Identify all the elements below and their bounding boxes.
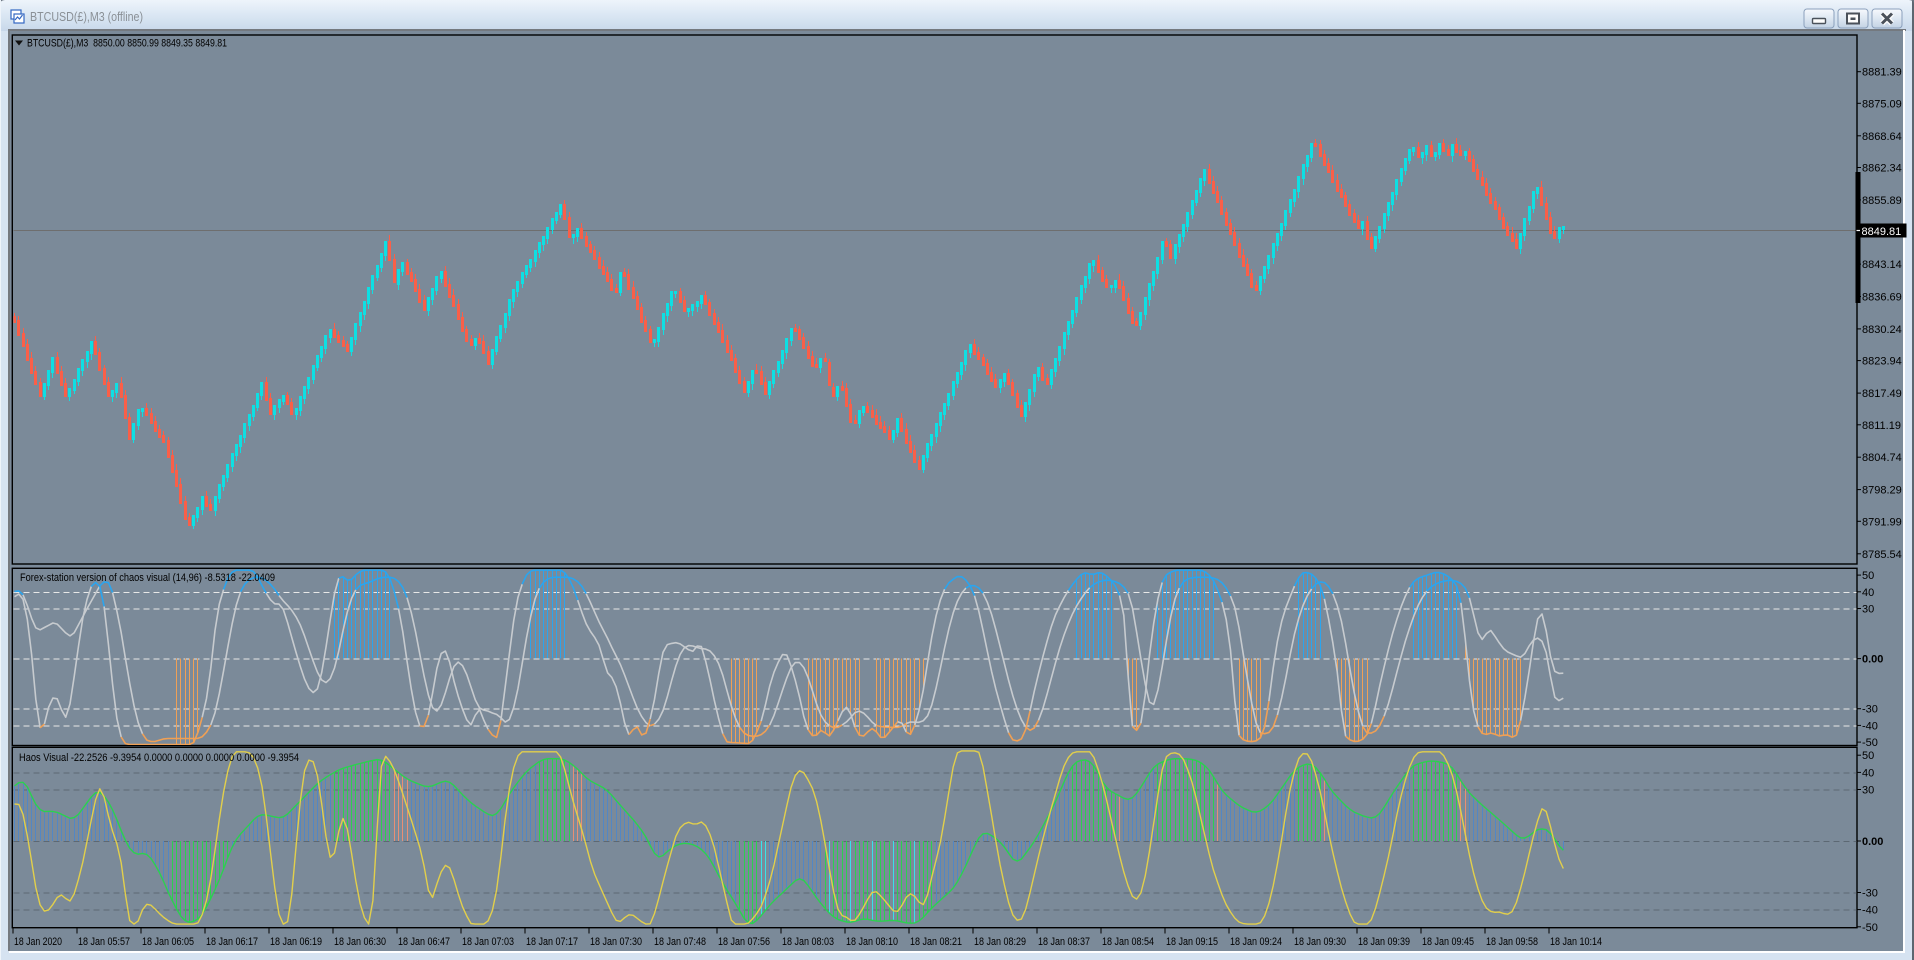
- svg-text:8862.34: 8862.34: [1862, 163, 1902, 175]
- svg-text:18 Jan 09:39: 18 Jan 09:39: [1358, 936, 1410, 948]
- svg-text:18 Jan 08:37: 18 Jan 08:37: [1038, 936, 1090, 948]
- svg-text:8855.89: 8855.89: [1862, 195, 1902, 207]
- svg-text:0.00: 0.00: [1862, 836, 1883, 848]
- svg-text:18 Jan 08:29: 18 Jan 08:29: [974, 936, 1026, 948]
- svg-text:50: 50: [1862, 570, 1874, 582]
- svg-text:50: 50: [1862, 750, 1874, 762]
- svg-text:Haos Visual -22.2526 -9.3954 0: Haos Visual -22.2526 -9.3954 0.0000 0.00…: [19, 752, 299, 764]
- svg-text:8785.54: 8785.54: [1862, 549, 1902, 561]
- svg-text:18 Jan 09:45: 18 Jan 09:45: [1422, 936, 1474, 948]
- svg-text:18 Jan 07:56: 18 Jan 07:56: [718, 936, 770, 948]
- svg-text:18 Jan 09:30: 18 Jan 09:30: [1294, 936, 1346, 948]
- svg-text:8791.99: 8791.99: [1862, 516, 1902, 528]
- svg-text:18 Jan 08:21: 18 Jan 08:21: [910, 936, 962, 948]
- svg-text:40: 40: [1862, 767, 1874, 779]
- svg-text:18 Jan 07:17: 18 Jan 07:17: [526, 936, 578, 948]
- svg-text:-30: -30: [1862, 704, 1878, 716]
- svg-text:18 Jan 09:15: 18 Jan 09:15: [1166, 936, 1218, 948]
- svg-text:Forex-station version of chaos: Forex-station version of chaos visual (1…: [20, 572, 275, 584]
- svg-text:18 Jan 06:05: 18 Jan 06:05: [142, 936, 194, 948]
- svg-text:18 Jan 05:57: 18 Jan 05:57: [78, 936, 130, 948]
- svg-text:18 Jan 07:30: 18 Jan 07:30: [590, 936, 642, 948]
- svg-text:18 Jan 06:17: 18 Jan 06:17: [206, 936, 258, 948]
- svg-text:8849.81: 8849.81: [1862, 226, 1902, 238]
- svg-text:BTCUSD(£),M3 (offline): BTCUSD(£),M3 (offline): [30, 9, 143, 24]
- svg-text:8798.29: 8798.29: [1862, 485, 1902, 497]
- svg-text:18 Jan 08:10: 18 Jan 08:10: [846, 936, 898, 948]
- svg-text:18 Jan 06:19: 18 Jan 06:19: [270, 936, 322, 948]
- svg-text:-40: -40: [1862, 905, 1878, 917]
- svg-text:8817.49: 8817.49: [1862, 388, 1902, 400]
- svg-text:30: 30: [1862, 604, 1874, 616]
- svg-text:8836.69: 8836.69: [1862, 292, 1902, 304]
- svg-text:8830.24: 8830.24: [1862, 324, 1902, 336]
- svg-text:-30: -30: [1862, 888, 1878, 900]
- svg-text:8875.09: 8875.09: [1862, 98, 1902, 110]
- svg-text:8843.14: 8843.14: [1862, 259, 1902, 271]
- svg-text:0.00: 0.00: [1862, 654, 1883, 666]
- svg-text:-40: -40: [1862, 720, 1878, 732]
- svg-text:30: 30: [1862, 785, 1874, 797]
- svg-text:8868.64: 8868.64: [1862, 131, 1902, 143]
- svg-text:18 Jan 10:14: 18 Jan 10:14: [1550, 936, 1602, 948]
- svg-text:18 Jan 06:30: 18 Jan 06:30: [334, 936, 386, 948]
- svg-text:18 Jan 2020: 18 Jan 2020: [14, 936, 62, 948]
- svg-text:-50: -50: [1862, 922, 1878, 934]
- svg-text:BTCUSD(£),M3 8850.00 8850.99: BTCUSD(£),M3 8850.00 8850.99 8849.35 884…: [27, 38, 227, 50]
- svg-text:18 Jan 07:48: 18 Jan 07:48: [654, 936, 706, 948]
- svg-text:18 Jan 08:03: 18 Jan 08:03: [782, 936, 834, 948]
- svg-text:8811.19: 8811.19: [1862, 420, 1901, 432]
- svg-text:18 Jan 07:03: 18 Jan 07:03: [462, 936, 514, 948]
- svg-text:-50: -50: [1862, 737, 1878, 749]
- svg-text:18 Jan 06:47: 18 Jan 06:47: [398, 936, 450, 948]
- svg-text:18 Jan 09:58: 18 Jan 09:58: [1486, 936, 1538, 948]
- svg-text:40: 40: [1862, 587, 1874, 599]
- svg-text:18 Jan 08:54: 18 Jan 08:54: [1102, 936, 1154, 948]
- svg-text:8881.39: 8881.39: [1862, 67, 1902, 79]
- svg-text:18 Jan 09:24: 18 Jan 09:24: [1230, 936, 1282, 948]
- svg-text:8804.74: 8804.74: [1862, 452, 1902, 464]
- svg-text:8823.94: 8823.94: [1862, 356, 1902, 368]
